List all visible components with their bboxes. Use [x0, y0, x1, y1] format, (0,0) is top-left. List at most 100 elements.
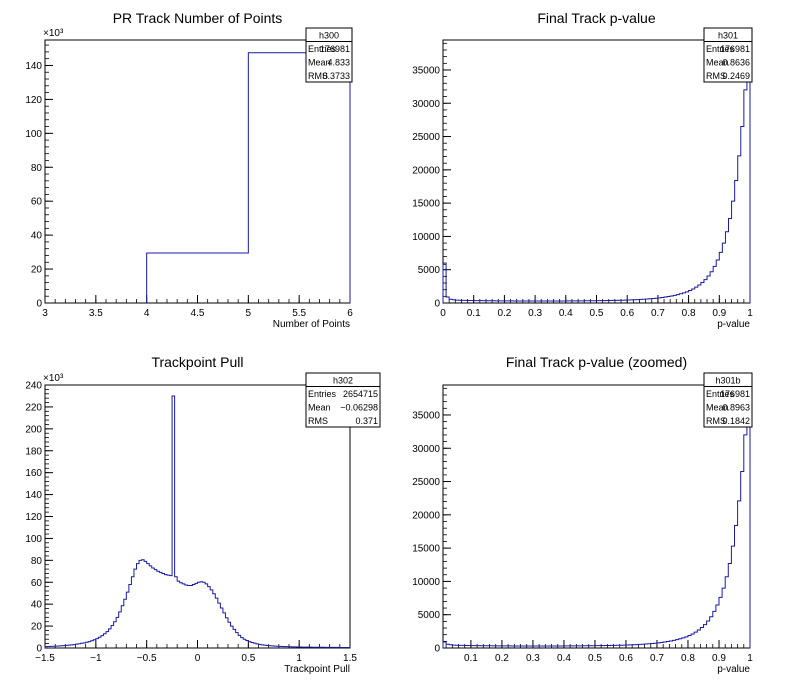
x-tick-label: 5	[246, 308, 252, 319]
x-tick-label: 0.8	[681, 653, 695, 664]
x-tick-label: 0.1	[464, 653, 478, 664]
x-tick-label: −1	[90, 653, 102, 664]
x-tick-label: 4.5	[191, 308, 205, 319]
x-tick-label: 5.5	[292, 308, 306, 319]
stats-value: 176981	[720, 44, 750, 54]
stats-label: Mean	[706, 403, 729, 413]
x-tick-label: 3	[42, 308, 48, 319]
x-tick-label: 0	[195, 653, 201, 664]
stats-name: h302	[333, 376, 353, 386]
y-tick-label: 15000	[412, 199, 440, 210]
y-tick-label: 100	[25, 534, 42, 545]
x-tick-label: 0.6	[619, 653, 633, 664]
y-tick-label: 5000	[418, 610, 441, 621]
x-tick-label: 0.6	[620, 308, 634, 319]
stats-label: Entries	[308, 389, 337, 399]
stats-label: RMS	[706, 416, 726, 426]
y-tick-label: 120	[25, 95, 42, 106]
y-tick-label: 40	[31, 600, 43, 611]
stats-frame	[305, 372, 381, 428]
x-tick-label: 0.4	[557, 653, 571, 664]
x-tick-label: 1	[747, 308, 753, 319]
chart-panel-4: Final Track p-value (zoomed) 0 5000 10000 15…	[412, 354, 753, 675]
x-tick-label: 0.2	[495, 653, 509, 664]
y-tick-label: 60	[31, 197, 43, 208]
plot-frame	[44, 384, 351, 649]
x-axis-label: p-value	[717, 664, 750, 675]
histogram-line	[442, 384, 751, 648]
y-tick-label: 25000	[412, 477, 440, 488]
y-tick-label: 240	[25, 381, 42, 392]
stats-box: h302 Entries 2654715 Mean −0.06298 RMS 0.371	[305, 372, 381, 428]
y-multiplier: ×10³	[43, 373, 64, 384]
stats-label: Mean	[308, 58, 331, 68]
stats-value: 0.8636	[722, 58, 750, 68]
y-tick-label: 80	[31, 556, 43, 567]
stats-value: 0.3733	[322, 71, 350, 81]
x-tick-label: −1.5	[35, 653, 55, 664]
stats-value: 0.1842	[722, 416, 750, 426]
y-tick-label: 0	[36, 644, 42, 655]
x-axis-label: Number of Points	[273, 319, 350, 330]
stats-value: −0.06298	[340, 403, 378, 413]
y-tick-label: 25000	[412, 132, 440, 143]
y-tick-label: 35000	[412, 65, 440, 76]
x-tick-label: 6	[347, 308, 353, 319]
x-tick-label: 0.5	[241, 653, 255, 664]
x-axis-label: p-value	[717, 319, 750, 330]
y-tick-label: 10000	[412, 232, 440, 243]
stats-value: 0.2469	[722, 71, 750, 81]
stats-name: h301	[718, 31, 738, 41]
y-tick-label: 200	[25, 424, 42, 435]
y-tick-label: 30000	[412, 99, 440, 110]
stats-label: Mean	[308, 403, 331, 413]
y-tick-label: 140	[25, 490, 42, 501]
stats-name: h301b	[715, 376, 740, 386]
stats-value: 176981	[320, 44, 350, 54]
stats-label: RMS	[706, 71, 726, 81]
y-tick-label: 80	[31, 163, 43, 174]
x-tick-label: 0	[440, 308, 446, 319]
x-tick-label: 0.9	[712, 653, 726, 664]
chart-panel-2: Final Track p-value 0 5000 10000 15000 20000 2…	[412, 10, 753, 330]
stats-label: Entries	[308, 44, 337, 54]
y-tick-label: 0	[434, 299, 440, 310]
y-tick-label: 20	[31, 622, 43, 633]
stats-label: RMS	[308, 71, 328, 81]
x-tick-label: 1.5	[343, 653, 357, 664]
stats-value: 176981	[720, 389, 750, 399]
x-tick-label: 1	[296, 653, 302, 664]
chart-title: PR Track Number of Points	[113, 10, 283, 26]
x-tick-label: −0.5	[137, 653, 157, 664]
y-tick-label: 15000	[412, 544, 440, 555]
y-tick-label: 0	[434, 644, 440, 655]
x-tick-label: 0.3	[526, 653, 540, 664]
stats-label: Mean	[706, 58, 729, 68]
y-tick-label: 120	[25, 512, 42, 523]
stats-value: 2654715	[343, 389, 378, 399]
x-tick-label: 0.5	[590, 308, 604, 319]
histogram-line	[146, 52, 351, 303]
stats-label: Entries	[706, 389, 735, 399]
y-tick-label: 0	[36, 299, 42, 310]
plot-frame	[44, 39, 351, 304]
chart-title: Final Track p-value (zoomed)	[506, 354, 687, 370]
x-tick-label: 0.7	[651, 308, 665, 319]
y-tick-label: 180	[25, 446, 42, 457]
x-tick-label: 0.5	[588, 653, 602, 664]
x-tick-label: 0.7	[650, 653, 664, 664]
x-tick-label: 3.5	[89, 308, 103, 319]
y-tick-label: 35000	[412, 410, 440, 421]
stats-frame	[703, 372, 753, 428]
chart-title: Final Track p-value	[537, 10, 655, 26]
y-tick-label: 40	[31, 231, 43, 242]
x-tick-label: 4	[144, 308, 150, 319]
x-tick-label: 0.9	[712, 308, 726, 319]
chart-title: Trackpoint Pull	[151, 354, 243, 370]
y-tick-label: 5000	[418, 265, 441, 276]
chart-panel-3: Trackpoint Pull 0 20 40 60 80 100 120 140 160 180 2…	[25, 354, 381, 675]
y-tick-label: 10000	[412, 577, 440, 588]
